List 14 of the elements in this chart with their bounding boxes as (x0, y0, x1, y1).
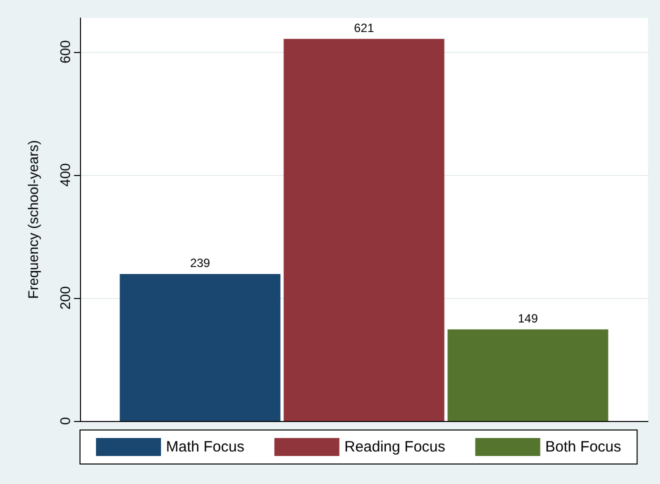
y-axis-title: Frequency (school-years) (25, 140, 41, 299)
y-tick-label: 600 (57, 40, 73, 64)
bar (120, 274, 280, 421)
y-tick-label: 0 (57, 416, 73, 425)
data-label: 239 (190, 256, 210, 270)
data-label: 621 (354, 20, 374, 35)
bar (284, 38, 444, 421)
legend-label: Reading Focus (344, 438, 446, 456)
legend-label: Both Focus (545, 438, 622, 456)
bar (448, 329, 608, 421)
data-label: 149 (518, 311, 538, 326)
y-tick-label: 200 (57, 286, 73, 310)
legend-label: Math Focus (166, 438, 244, 456)
y-tick-label: 400 (57, 163, 73, 187)
